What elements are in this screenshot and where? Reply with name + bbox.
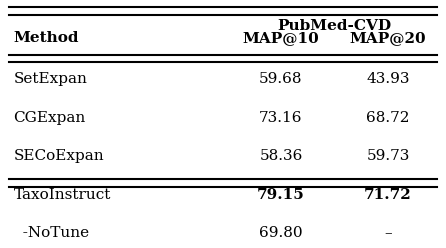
Text: 59.68: 59.68 — [259, 72, 303, 86]
Text: 69.80: 69.80 — [259, 226, 303, 240]
Text: SECoExpan: SECoExpan — [13, 149, 104, 163]
Text: 43.93: 43.93 — [366, 72, 410, 86]
Text: 79.15: 79.15 — [257, 188, 305, 202]
Text: MAP@10: MAP@10 — [243, 31, 319, 45]
Text: MAP@20: MAP@20 — [350, 31, 426, 45]
Text: TaxoInstruct: TaxoInstruct — [13, 188, 111, 202]
Text: 59.73: 59.73 — [366, 149, 410, 163]
Text: 68.72: 68.72 — [366, 111, 410, 125]
Text: PubMed-CVD: PubMed-CVD — [277, 19, 392, 33]
Text: SetExpan: SetExpan — [13, 72, 87, 86]
Text: CGExpan: CGExpan — [13, 111, 86, 125]
Text: 73.16: 73.16 — [259, 111, 303, 125]
Text: Method: Method — [13, 31, 79, 45]
Text: 71.72: 71.72 — [364, 188, 412, 202]
Text: –: – — [384, 226, 392, 240]
Text: -NoTune: -NoTune — [13, 226, 90, 240]
Text: 58.36: 58.36 — [259, 149, 303, 163]
